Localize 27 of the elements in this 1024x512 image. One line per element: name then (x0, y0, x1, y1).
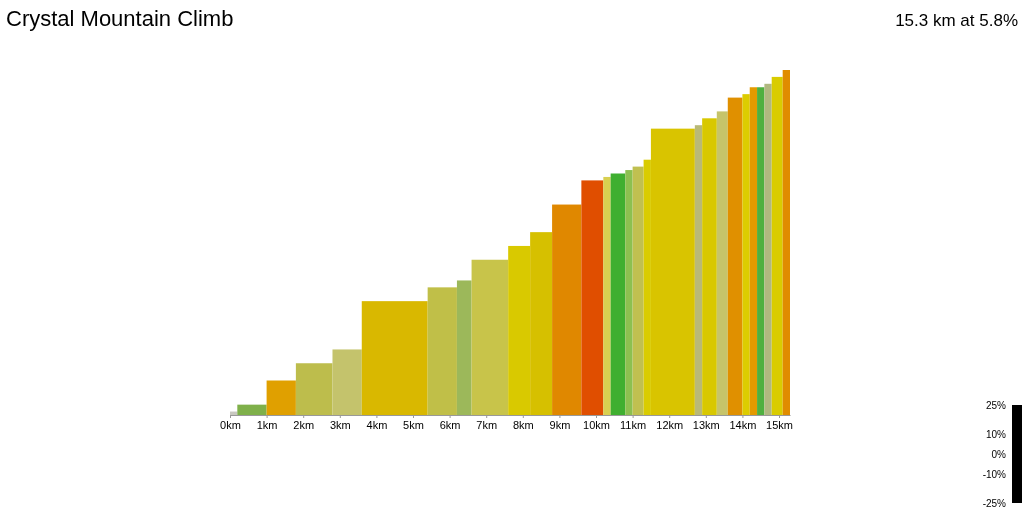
text: -10% (982, 468, 1007, 480)
x-tick-label: 7km (476, 418, 498, 431)
x-tick-label: 4km (366, 418, 388, 431)
chart-title: Crystal Mountain Climb (6, 6, 234, 31)
x-tick-label: 8km (512, 418, 534, 431)
x-tick-label: 6km (439, 418, 461, 431)
x-tick-label: 10km (583, 418, 610, 431)
x-tick-label: 3km (329, 418, 351, 431)
bar (610, 173, 626, 415)
text: 15.3 km at 5.8% (895, 11, 1018, 30)
bar (702, 118, 717, 415)
text: -25% (982, 497, 1007, 509)
x-tick-label: 2km (293, 418, 315, 431)
text: 10% (985, 428, 1007, 440)
bar (727, 97, 743, 415)
x-tick-label: 1km (256, 418, 278, 431)
x-tick-label: 5km (403, 418, 424, 431)
text: 0% (991, 448, 1007, 460)
bar (456, 280, 472, 415)
x-tick-label: 11km (620, 418, 647, 431)
x-tick-label: 9km (549, 418, 571, 431)
x-tick-label: 0km (220, 418, 241, 431)
text: 25% (985, 399, 1007, 411)
x-tick-label: 15km (766, 418, 793, 431)
x-tick-label: 12km (656, 418, 684, 431)
x-tick-label: 13km (692, 418, 720, 431)
x-tick-label: 14km (729, 418, 757, 431)
